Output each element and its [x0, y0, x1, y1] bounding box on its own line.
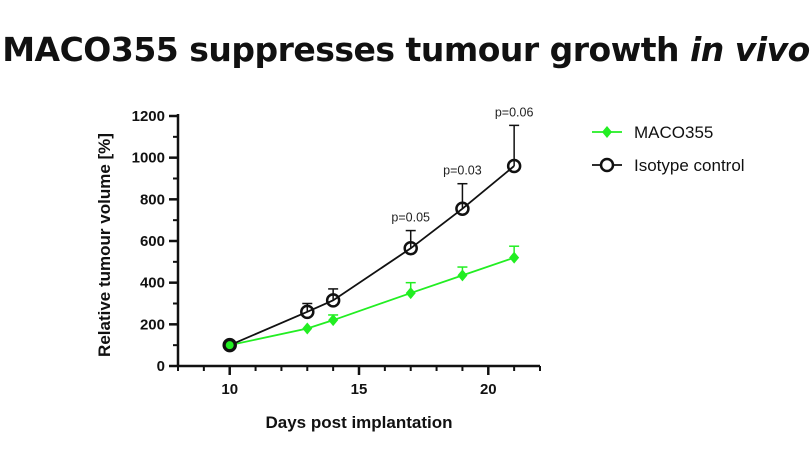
overlap-point	[223, 339, 236, 352]
chart-axes: 0 200 400 600 800 1000 1200 10 15 20 Days post imp…	[95, 108, 541, 432]
p-value-label: p=0.03	[443, 164, 482, 178]
data-point	[300, 304, 315, 320]
legend-marker	[599, 157, 615, 173]
data-point	[509, 251, 520, 264]
series-2	[222, 124, 522, 353]
chart-series-layer	[222, 124, 522, 353]
x-tick-label: 10	[221, 381, 238, 398]
x-tick-label: 15	[351, 381, 368, 398]
data-point	[457, 269, 468, 282]
title-main: MACO355 suppresses tumour growth	[2, 30, 679, 69]
data-point	[455, 201, 470, 216]
series-line	[229, 165, 515, 346]
y-tick-label: 0	[157, 358, 165, 375]
y-tick-label: 600	[140, 233, 165, 250]
data-point	[325, 293, 341, 308]
legend-item-2: Isotype control	[592, 156, 745, 175]
y-tick-label: 1200	[132, 108, 165, 125]
p-value-label: p=0.05	[391, 211, 430, 225]
legend-label: Isotype control	[634, 156, 745, 175]
chart-legend: MACO355 Isotype control	[592, 123, 745, 175]
data-point	[403, 241, 418, 256]
data-point	[506, 158, 522, 174]
series-line	[229, 256, 515, 347]
legend-label: MACO355	[634, 123, 713, 142]
x-tick-label: 20	[480, 381, 497, 398]
y-tick-label: 400	[140, 275, 165, 292]
p-value-label: p=0.06	[495, 105, 534, 119]
data-point	[405, 287, 416, 300]
title-italic: in vivo	[689, 30, 810, 69]
chart-annotations: p=0.05 p=0.03 p=0.06	[391, 105, 533, 224]
legend-marker	[602, 126, 612, 138]
data-point	[302, 322, 313, 335]
page-title: MACO355 suppresses tumour growth in vivo	[0, 30, 812, 69]
x-axis-title: Days post implantation	[265, 413, 452, 432]
y-axis-title: Relative tumour volume [%]	[95, 133, 114, 357]
legend-item-1: MACO355	[592, 123, 713, 142]
y-tick-label: 1000	[132, 150, 165, 167]
y-tick-label: 800	[140, 191, 165, 208]
data-point	[328, 314, 339, 327]
series-1	[224, 245, 520, 352]
y-tick-label: 200	[140, 316, 165, 333]
